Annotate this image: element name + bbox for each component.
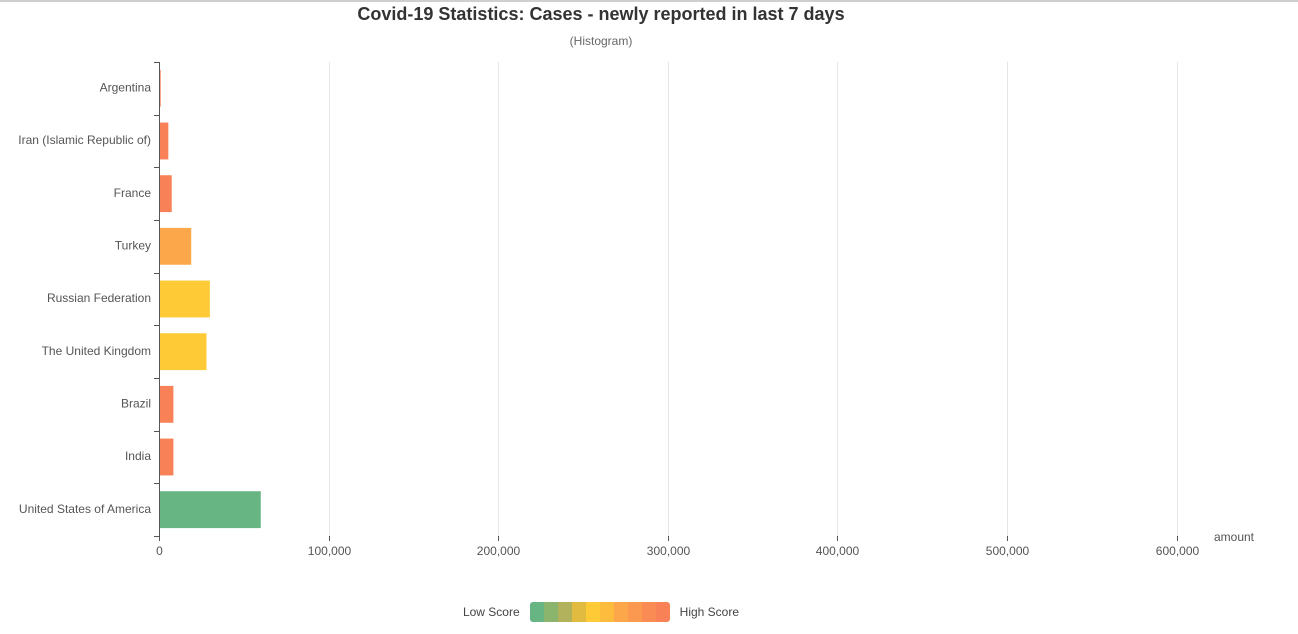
legend-swatch xyxy=(641,602,656,622)
category-label: France xyxy=(114,186,152,200)
bar-chart: Argentina Iran (Islamic Republic of) Franc… xyxy=(18,62,1255,558)
legend-swatch xyxy=(557,602,572,622)
x-tick-label: 600,000 xyxy=(1156,544,1200,558)
bar[interactable] xyxy=(159,491,261,529)
legend-swatch xyxy=(571,602,586,622)
bar[interactable] xyxy=(159,280,210,318)
top-border xyxy=(0,0,1298,2)
legend-swatch xyxy=(543,602,558,622)
x-tick-label: 500,000 xyxy=(986,544,1030,558)
legend-swatch xyxy=(585,602,600,622)
bar[interactable] xyxy=(159,227,192,265)
legend-swatch xyxy=(655,602,670,622)
legend-swatch xyxy=(627,602,642,622)
category-label: Iran (Islamic Republic of) xyxy=(18,133,151,147)
legend-swatch xyxy=(599,602,614,622)
x-tick-label: 100,000 xyxy=(308,544,352,558)
x-axis-label: amount xyxy=(1214,530,1255,544)
legend-low-label: Low Score xyxy=(462,605,520,619)
chart-subtitle: (Histogram) xyxy=(569,34,633,48)
x-tick-label: 200,000 xyxy=(477,544,521,558)
category-label: Turkey xyxy=(115,239,151,253)
bar[interactable] xyxy=(159,175,172,213)
legend-color-scale[interactable] xyxy=(529,602,670,622)
legend-swatch xyxy=(613,602,628,622)
chart-title: Covid-19 Statistics: Cases - newly repor… xyxy=(357,4,845,24)
category-label: United States of America xyxy=(19,502,151,516)
category-label: The United Kingdom xyxy=(42,344,151,358)
category-label: Argentina xyxy=(100,81,152,95)
bar[interactable] xyxy=(159,438,174,476)
bar[interactable] xyxy=(159,122,169,160)
x-tick-label: 0 xyxy=(156,544,163,558)
legend-high-label: High Score xyxy=(679,605,740,619)
legend-swatch xyxy=(529,602,544,622)
category-label: Brazil xyxy=(121,397,151,411)
x-tick-label: 300,000 xyxy=(647,544,691,558)
category-label: India xyxy=(125,449,151,463)
color-legend: Low Score High Score xyxy=(0,601,1202,623)
category-label: Russian Federation xyxy=(47,291,151,305)
x-tick-label: 400,000 xyxy=(816,544,860,558)
bar[interactable] xyxy=(159,333,207,371)
bar[interactable] xyxy=(159,385,174,423)
